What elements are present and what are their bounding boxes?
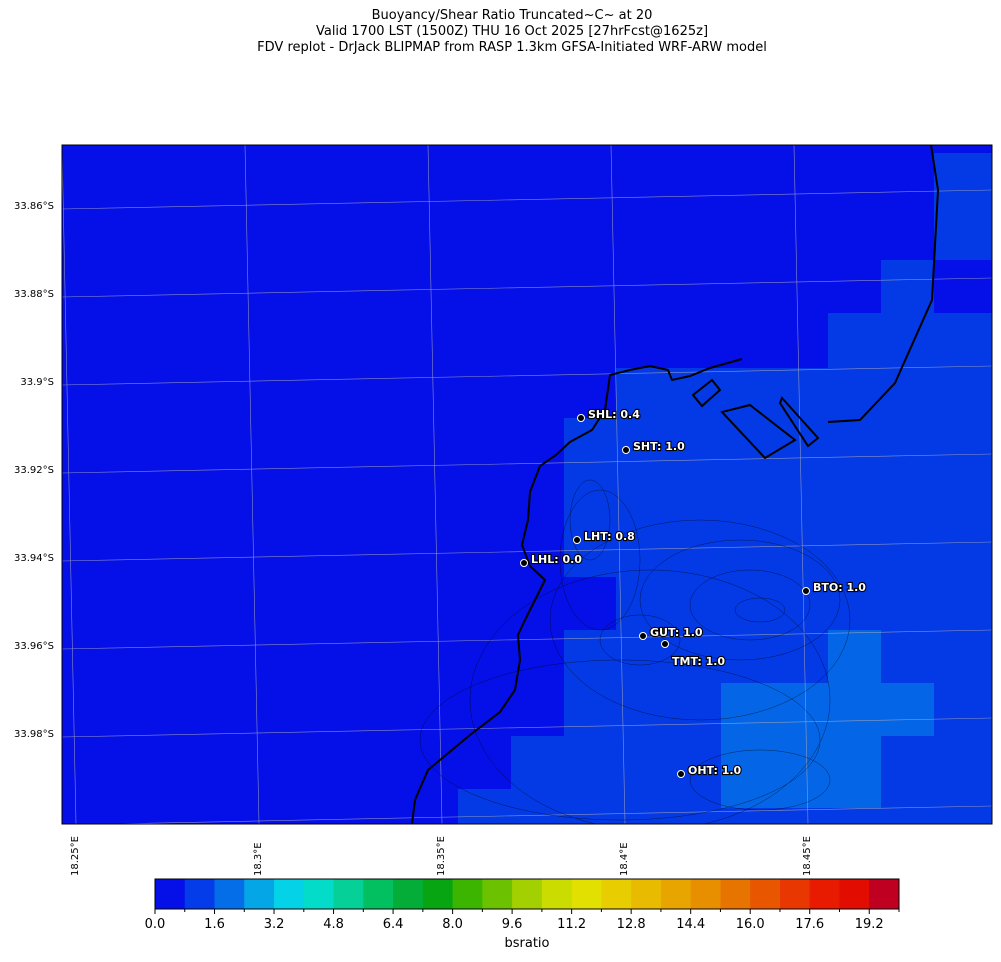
lat-label: 33.98°S — [14, 729, 54, 740]
field-bin-0-patch — [934, 260, 992, 313]
station-label: GUT: 1.0 — [650, 626, 703, 639]
station-dot[interactable] — [802, 587, 810, 595]
colorbar-bin — [779, 879, 811, 909]
colorbar-tick-label: 6.4 — [382, 917, 404, 932]
field-bin-0-patch — [564, 577, 616, 630]
map-frame — [61, 144, 993, 825]
station-dot[interactable] — [573, 536, 581, 544]
colorbar-bin — [155, 879, 186, 909]
colorbar-bin — [363, 879, 394, 909]
station-label: LHL: 0.0 — [531, 553, 582, 566]
station-dot[interactable] — [639, 632, 647, 640]
colorbar-tick-label: 17.6 — [795, 917, 825, 932]
colorbar-tick-label: 4.8 — [323, 917, 344, 932]
title-line-1: Buoyancy/Shear Ratio Truncated~C~ at 20 — [371, 8, 653, 23]
lon-label: 18.25°E — [70, 836, 81, 876]
lat-label: 33.86°S — [14, 201, 54, 212]
colorbar-bin — [512, 879, 543, 909]
station-label: TMT: 1.0 — [672, 655, 725, 668]
station-marker[interactable]: LHT: 0.8 — [573, 529, 636, 544]
lat-label: 33.96°S — [14, 641, 54, 652]
station-label: BTO: 1.0 — [813, 581, 866, 594]
colorbar-tick-label: 12.8 — [616, 917, 646, 932]
graticule — [62, 145, 992, 824]
lon-label: 18.35°E — [436, 836, 447, 876]
field-bin-2 — [721, 630, 934, 808]
station-marker[interactable]: LHL: 0.0 — [520, 552, 583, 567]
station-marker[interactable]: GUT: 1.0 — [639, 625, 704, 640]
colorbar-tick-label: 16.0 — [735, 917, 765, 932]
station-label: SHL: 0.4 — [588, 408, 640, 421]
colorbar-frame — [154, 878, 900, 910]
lat-label: 33.92°S — [14, 465, 54, 476]
lon-label: 18.3°E — [253, 842, 264, 876]
colorbar-bin — [839, 879, 870, 909]
station-marker[interactable]: SHL: 0.4 — [577, 407, 641, 422]
lon-label: 18.45°E — [802, 836, 813, 876]
colorbar-tick-label: 0.0 — [144, 917, 166, 932]
colorbar-bin — [214, 879, 245, 909]
colorbar-bin — [303, 879, 335, 909]
colorbar-bin — [809, 879, 840, 909]
colorbar-bin — [422, 879, 454, 909]
colorbar-tick-label: 1.6 — [204, 917, 225, 932]
station-marker[interactable]: OHT: 1.0 — [677, 763, 743, 778]
colorbar-bin — [690, 879, 721, 909]
lat-label: 33.94°S — [14, 553, 54, 564]
colorbar-tick-label: 14.4 — [676, 917, 706, 932]
harbour-structures — [691, 378, 820, 460]
station-dot[interactable] — [622, 446, 630, 454]
colorbar-bin — [541, 879, 573, 909]
colorbar-label: bsratio — [504, 936, 550, 951]
colorbar-bin — [660, 879, 692, 909]
colorbar-tick-label: 19.2 — [854, 917, 884, 932]
station-label: LHT: 0.8 — [584, 530, 635, 543]
title-line-3: FDV replot - DrJack BLIPMAP from RASP 1.… — [257, 40, 767, 55]
colorbar-bin — [720, 879, 751, 909]
colorbar-bin — [274, 879, 305, 909]
colorbar-tick-label: 11.2 — [557, 917, 587, 932]
station-label: OHT: 1.0 — [688, 764, 742, 777]
colorbar-bin — [393, 879, 424, 909]
colorbar-bin — [631, 879, 662, 909]
station-dot[interactable] — [520, 559, 528, 567]
lon-label: 18.4°E — [619, 842, 630, 876]
station-dot[interactable] — [677, 770, 685, 778]
station-dot[interactable] — [577, 414, 585, 422]
lat-label: 33.9°S — [20, 377, 54, 388]
station-label: SHT: 1.0 — [633, 440, 685, 453]
colorbar-bin — [184, 879, 216, 909]
station-marker[interactable]: SHT: 1.0 — [622, 439, 686, 454]
colorbar-bin — [333, 879, 364, 909]
colorbar-bin — [571, 879, 602, 909]
terrain-contours — [419, 479, 851, 824]
colorbar-tick-label: 9.6 — [501, 917, 523, 932]
coastline-east — [827, 145, 940, 423]
colorbar-tick-label: 8.0 — [442, 917, 463, 932]
colorbar-bin — [750, 879, 781, 909]
coastline — [411, 358, 743, 824]
colorbar-bin — [601, 879, 632, 909]
colorbar-tick-label: 3.2 — [263, 917, 285, 932]
station-marker[interactable]: TMT: 1.0 — [661, 640, 727, 669]
station-marker[interactable]: BTO: 1.0 — [802, 580, 867, 595]
colorbar-bin — [452, 879, 483, 909]
station-dot[interactable] — [661, 640, 669, 648]
colorbar-bin — [869, 879, 900, 909]
colorbar-bin — [244, 879, 275, 909]
lat-label: 33.88°S — [14, 289, 54, 300]
colorbar-bin — [482, 879, 513, 909]
title-line-2: Valid 1700 LST (1500Z) THU 16 Oct 2025 [… — [315, 24, 709, 39]
